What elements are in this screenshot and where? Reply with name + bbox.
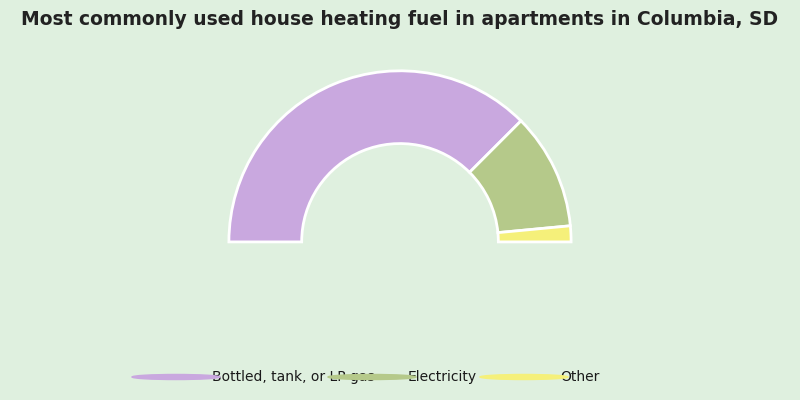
Circle shape [328,374,416,380]
Wedge shape [229,71,521,242]
Text: Electricity: Electricity [408,370,477,384]
Circle shape [132,374,220,380]
Wedge shape [470,121,570,233]
Circle shape [480,374,568,380]
Text: Bottled, tank, or LP gas: Bottled, tank, or LP gas [212,370,374,384]
Text: Other: Other [560,370,599,384]
Text: Most commonly used house heating fuel in apartments in Columbia, SD: Most commonly used house heating fuel in… [22,10,778,29]
Wedge shape [498,226,571,242]
